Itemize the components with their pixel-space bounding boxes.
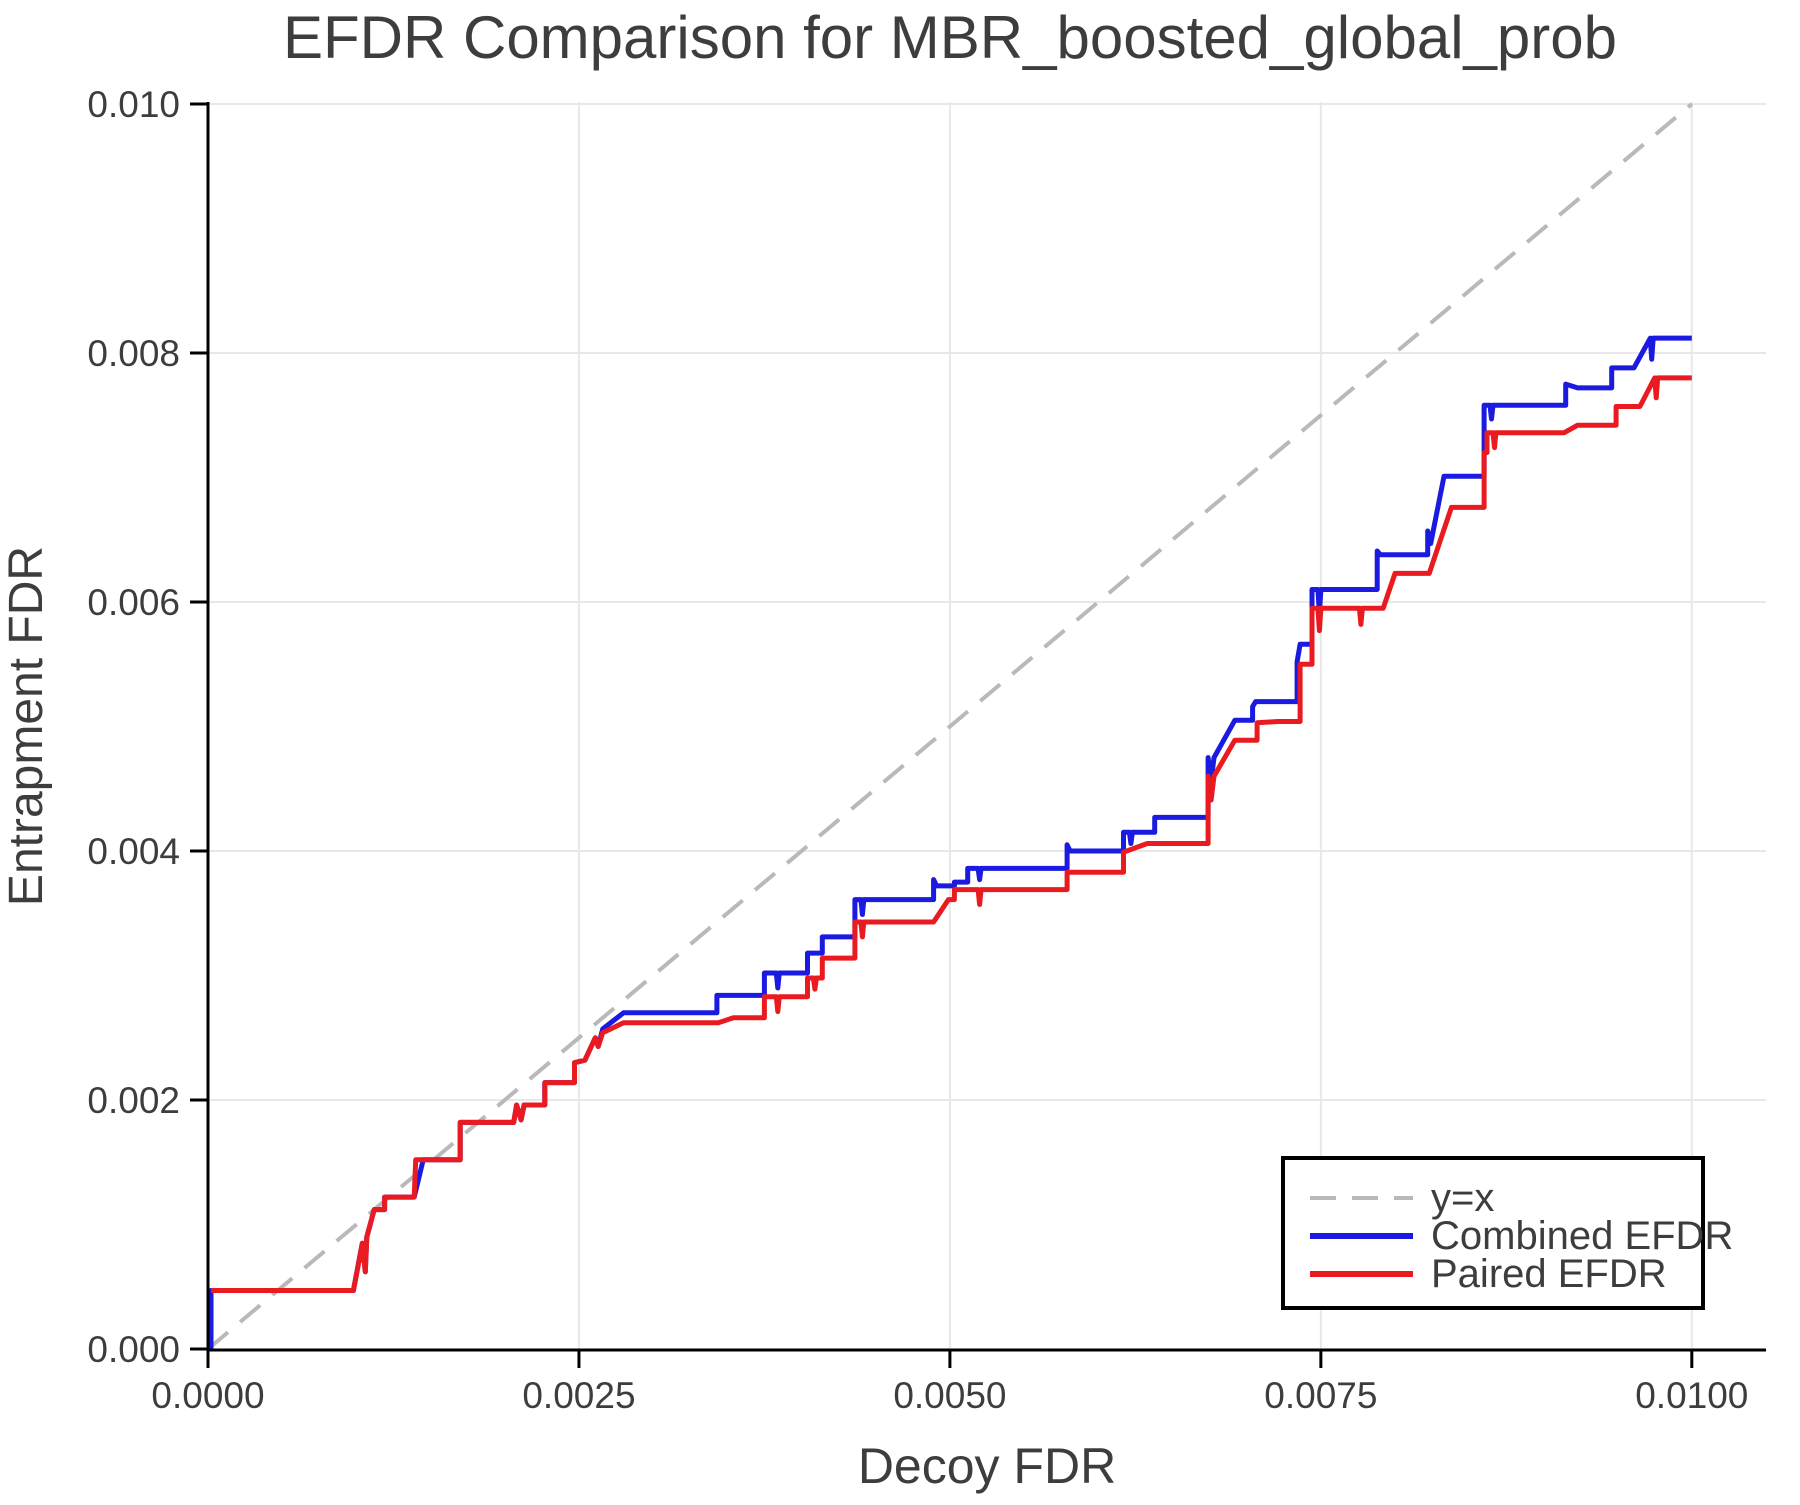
y-tick-label: 0.000 [87,1329,180,1370]
series-line-paired [211,375,1692,1293]
axis-ticks [190,102,1694,1368]
x-tick-label: 0.0000 [151,1375,264,1416]
series-layer [206,102,1694,1351]
series-line-identity [206,102,1694,1351]
x-tick-label: 0.0025 [522,1375,635,1416]
legend-label-combined: Combined EFDR [1431,1214,1733,1258]
axis-tick-labels: 0.0000 0.0025 0.0050 0.0075 0.0100 0.000 0.002… [87,84,1748,1416]
y-tick-label: 0.008 [87,333,180,374]
x-tick-label: 0.0100 [1635,1375,1748,1416]
y-tick-label: 0.004 [87,831,180,872]
x-tick-label: 0.0050 [893,1375,1006,1416]
x-axis-label: Decoy FDR [858,1438,1116,1494]
y-tick-label: 0.002 [87,1080,180,1121]
y-tick-label: 0.006 [87,582,180,623]
legend-label-identity: y=x [1431,1176,1494,1220]
axes-spines [206,102,1766,1352]
y-axis-label: Entrapment FDR [0,546,53,906]
y-tick-label: 0.010 [87,84,180,125]
chart-title: EFDR Comparison for MBR_boosted_global_p… [283,4,1617,71]
legend-label-paired: Paired EFDR [1431,1252,1667,1296]
x-tick-label: 0.0075 [1264,1375,1377,1416]
